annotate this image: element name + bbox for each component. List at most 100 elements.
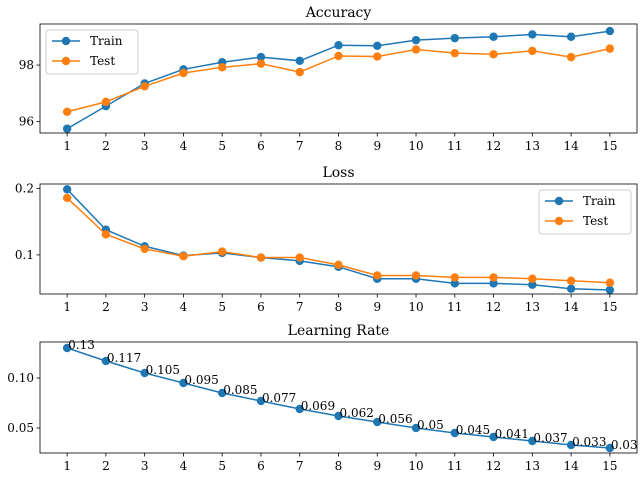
data-point bbox=[295, 253, 304, 262]
x-tick-label: 7 bbox=[296, 300, 304, 314]
x-tick-label: 6 bbox=[257, 459, 265, 473]
data-point bbox=[373, 52, 382, 61]
x-tick-label: 11 bbox=[447, 459, 462, 473]
chart-title: Loss bbox=[322, 165, 354, 181]
x-tick-label: 1 bbox=[63, 300, 71, 314]
x-tick-label: 11 bbox=[447, 139, 462, 153]
data-point bbox=[101, 356, 111, 366]
y-tick-label: 0.10 bbox=[7, 371, 34, 385]
series-test bbox=[62, 44, 615, 116]
x-tick-label: 13 bbox=[525, 459, 540, 473]
subplot-3: Learning Rate0.130.1170.1050.0950.0850.0… bbox=[7, 323, 637, 473]
legend-entry-test: Test bbox=[52, 54, 115, 68]
data-point bbox=[295, 56, 304, 66]
legend-entry-test: Test bbox=[545, 214, 608, 228]
series-train bbox=[62, 26, 615, 133]
data-point bbox=[62, 185, 72, 194]
data-label: 0.095 bbox=[184, 373, 218, 387]
data-label: 0.056 bbox=[378, 412, 412, 426]
data-point bbox=[605, 44, 615, 53]
data-point bbox=[101, 97, 111, 107]
data-point bbox=[62, 193, 72, 203]
data-point bbox=[528, 46, 537, 56]
x-tick-label: 8 bbox=[335, 300, 343, 314]
series-line bbox=[66, 188, 610, 291]
data-point bbox=[566, 32, 576, 41]
x-tick-label: 3 bbox=[141, 459, 149, 473]
data-label: 0.033 bbox=[572, 435, 606, 449]
x-tick-label: 3 bbox=[141, 139, 149, 153]
x-tick-label: 6 bbox=[257, 300, 265, 314]
x-tick-label: 14 bbox=[563, 139, 579, 153]
x-tick-label: 10 bbox=[408, 459, 423, 473]
data-point bbox=[411, 423, 421, 433]
series-test bbox=[62, 193, 615, 287]
x-tick-label: 4 bbox=[180, 459, 188, 473]
legend: Train Test bbox=[45, 29, 139, 75]
data-point bbox=[566, 52, 576, 62]
x-tick-label: 8 bbox=[335, 459, 343, 473]
x-tick-label: 8 bbox=[335, 139, 343, 153]
data-label: 0.03 bbox=[611, 438, 638, 452]
series-line bbox=[62, 343, 615, 453]
x-tick-label: 2 bbox=[102, 139, 110, 153]
data-point bbox=[450, 428, 459, 438]
data-point bbox=[179, 68, 188, 78]
data-point bbox=[218, 388, 227, 398]
data-point bbox=[450, 33, 459, 43]
data-label: 0.037 bbox=[533, 431, 567, 445]
data-point bbox=[295, 67, 304, 77]
data-point bbox=[566, 284, 576, 293]
data-point bbox=[411, 35, 421, 45]
x-tick-label: 14 bbox=[563, 300, 579, 314]
data-point bbox=[218, 63, 227, 72]
data-point bbox=[528, 280, 537, 289]
chart-title: Learning Rate bbox=[288, 323, 390, 339]
data-point bbox=[62, 124, 72, 133]
data-point bbox=[373, 41, 382, 50]
x-tick-label: 13 bbox=[525, 139, 540, 153]
x-tick-label: 5 bbox=[218, 139, 226, 153]
x-tick-label: 12 bbox=[486, 459, 501, 473]
x-tick-label: 11 bbox=[447, 300, 462, 314]
data-point bbox=[528, 30, 537, 39]
x-tick-label: 5 bbox=[218, 300, 226, 314]
data-point bbox=[489, 50, 498, 59]
data-point bbox=[101, 230, 111, 239]
data-point bbox=[179, 252, 188, 261]
x-tick-label: 1 bbox=[63, 459, 71, 473]
legend-marker bbox=[61, 36, 71, 46]
x-tick-label: 13 bbox=[525, 300, 540, 314]
legend-label: Test bbox=[90, 54, 115, 68]
x-tick-label: 1 bbox=[63, 139, 71, 153]
legend-label: Train bbox=[90, 34, 123, 48]
data-point bbox=[373, 417, 382, 427]
x-tick-label: 12 bbox=[486, 300, 501, 314]
data-point bbox=[605, 26, 615, 36]
data-point bbox=[450, 273, 459, 282]
data-label: 0.077 bbox=[262, 391, 296, 405]
data-point bbox=[489, 432, 498, 442]
x-tick-label: 2 bbox=[102, 459, 110, 473]
x-tick-label: 12 bbox=[486, 139, 501, 153]
data-point bbox=[334, 411, 343, 421]
y-tick-label: 0.2 bbox=[15, 182, 34, 196]
data-point bbox=[256, 59, 266, 68]
data-label: 0.062 bbox=[340, 406, 374, 420]
x-tick-label: 2 bbox=[102, 300, 110, 314]
data-point bbox=[411, 271, 421, 280]
data-label: 0.117 bbox=[107, 351, 141, 365]
data-point bbox=[62, 107, 72, 116]
data-point bbox=[256, 253, 266, 262]
data-point bbox=[256, 52, 266, 62]
data-point bbox=[256, 396, 266, 406]
data-point bbox=[179, 378, 188, 388]
legend-label: Test bbox=[583, 214, 608, 228]
x-tick-label: 7 bbox=[296, 139, 304, 153]
data-point bbox=[566, 276, 576, 285]
x-tick-label: 15 bbox=[602, 300, 617, 314]
legend: Train Test bbox=[538, 189, 632, 235]
legend-marker bbox=[554, 196, 564, 206]
